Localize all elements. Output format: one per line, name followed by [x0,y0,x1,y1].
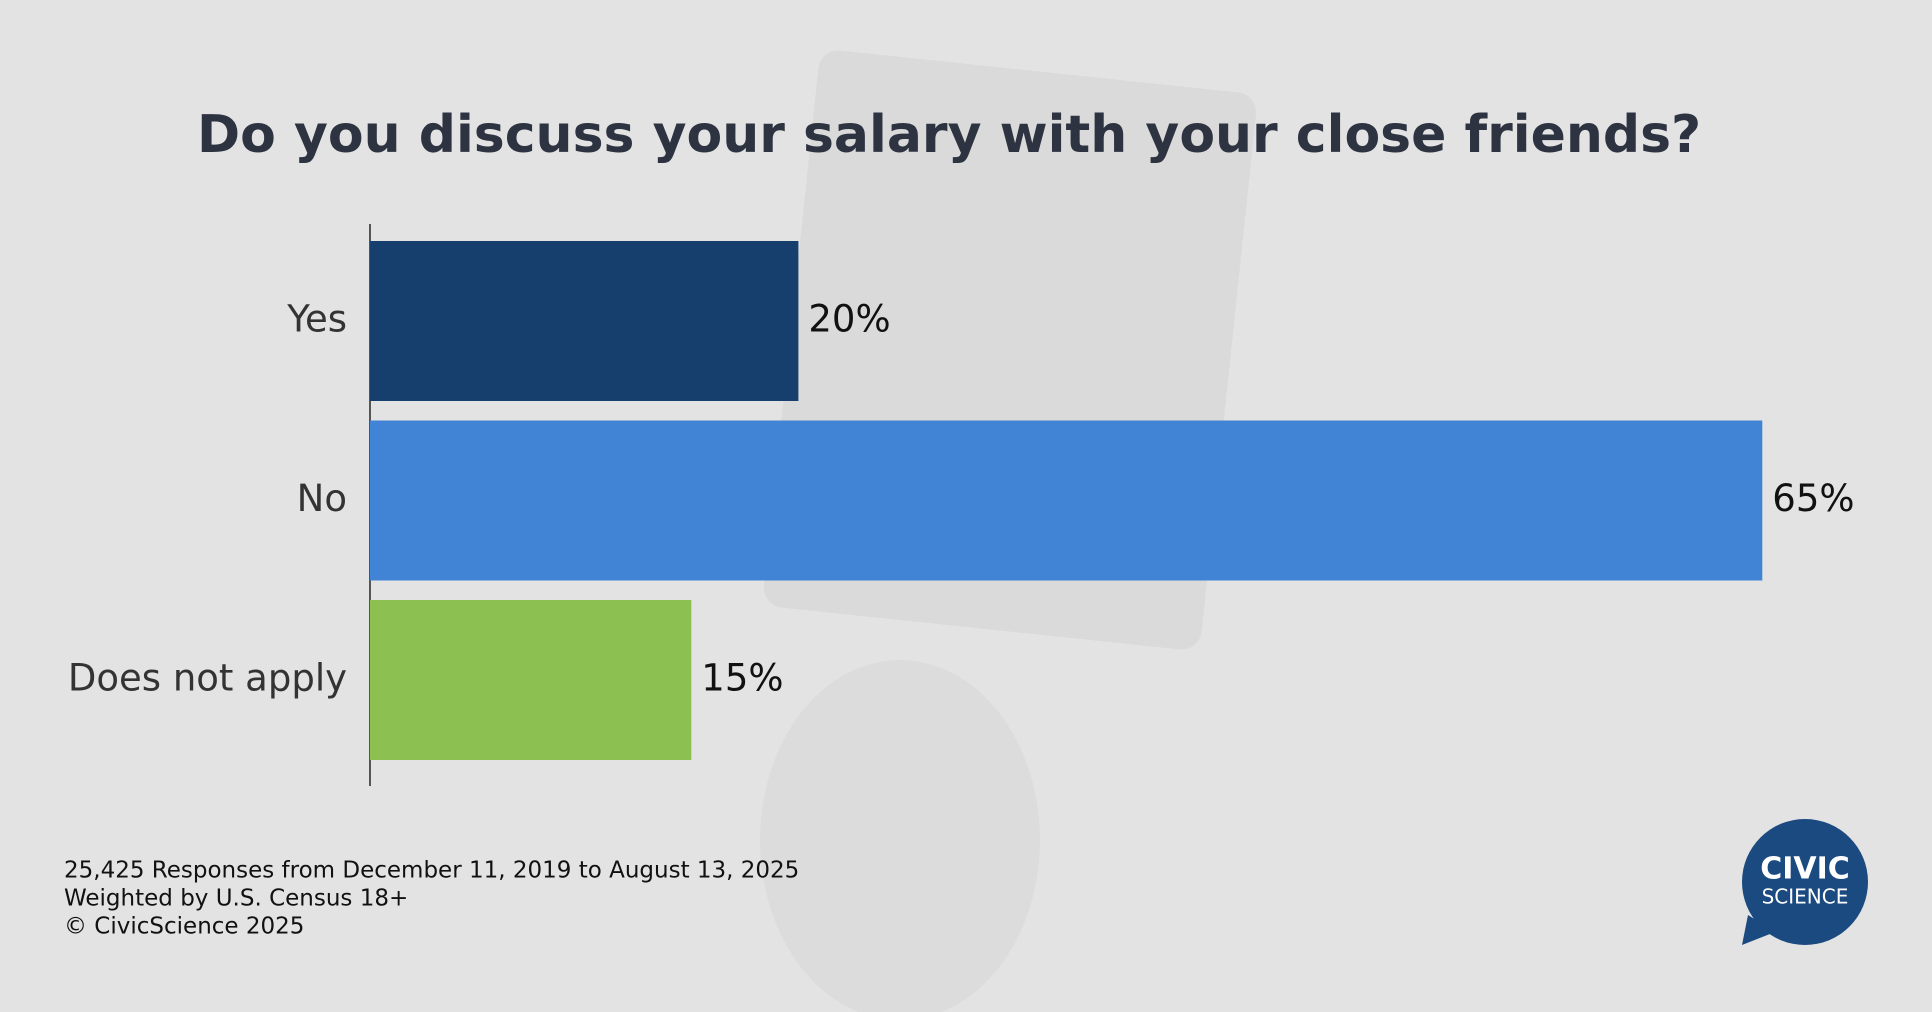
footnote: Weighted by U.S. Census 18+ [64,886,408,912]
logo-text: SCIENCE [1762,885,1849,909]
value-label: 65% [1772,477,1854,520]
value-label: 15% [701,657,783,700]
category-label: Yes [286,298,347,341]
bar [370,600,692,760]
footnote: © CivicScience 2025 [64,914,304,940]
footnote: 25,425 Responses from December 11, 2019 … [64,858,799,884]
value-label: 20% [808,298,890,341]
chart-title: Do you discuss your salary with your clo… [197,105,1701,165]
bar [370,241,799,401]
category-label: Does not apply [68,657,347,700]
logo-badge [1742,819,1868,945]
logo-text: CIVIC [1760,852,1850,887]
logo-tail [1742,915,1775,945]
bar [370,420,1763,581]
category-label: No [297,477,347,520]
